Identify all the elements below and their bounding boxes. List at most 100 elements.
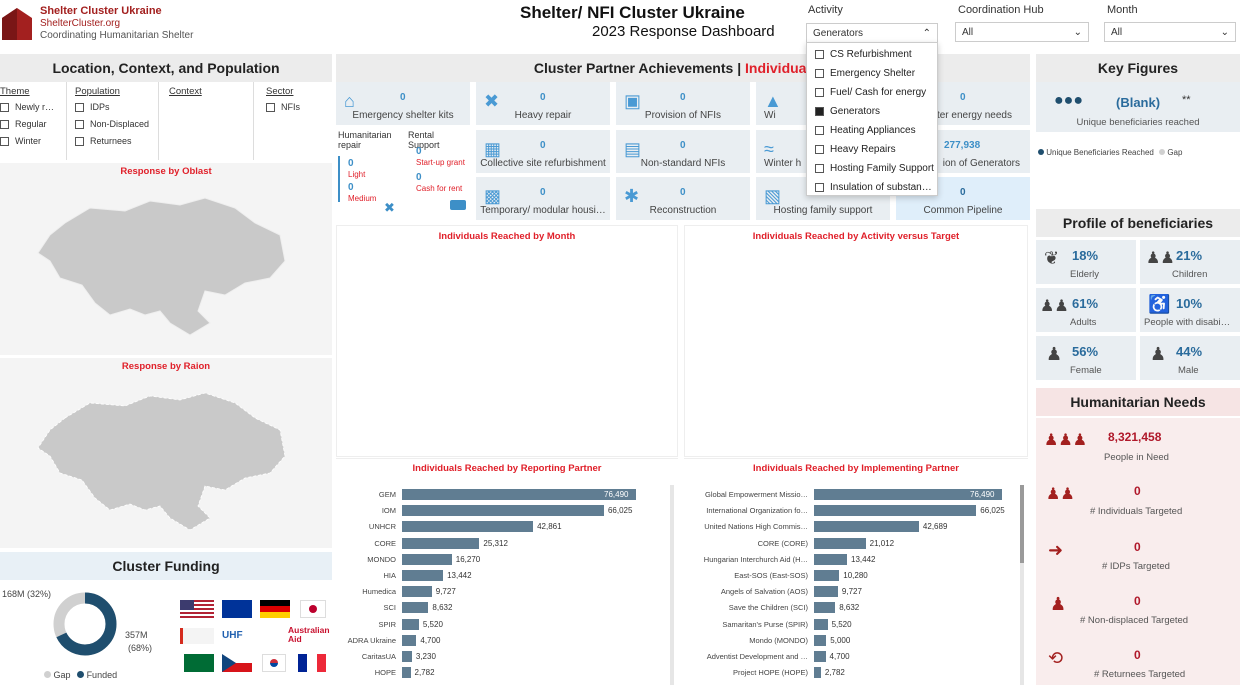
bar[interactable]: [402, 586, 432, 598]
card-temporary-modular-housing[interactable]: ▩ 0 Temporary/ modular housi…: [476, 177, 610, 220]
uhf-logo: UHF: [222, 630, 243, 641]
checkbox[interactable]: [815, 88, 824, 97]
activity-dropdown[interactable]: CS Refurbishment Emergency Shelter Fuel/ C…: [806, 42, 938, 196]
population-option[interactable]: IDPs: [75, 102, 155, 113]
activity-chart-panel[interactable]: Individuals Reached by Activity versus T…: [684, 225, 1028, 457]
medium-value: 0: [348, 182, 354, 193]
activity-option[interactable]: Hosting Family Support: [807, 159, 937, 178]
non-displaced-icon: ♟: [1050, 594, 1067, 614]
funding-donut[interactable]: [52, 591, 118, 657]
bar[interactable]: [402, 667, 411, 679]
population-option[interactable]: Returnees: [75, 136, 155, 147]
building-icon: ▦: [484, 139, 502, 159]
bar[interactable]: [402, 570, 444, 581]
bar-category-label: SCI: [383, 603, 396, 613]
startup-label: Start-up grant: [416, 158, 465, 167]
org-url[interactable]: ShelterCluster.org: [40, 18, 121, 29]
population-option[interactable]: Non-Displaced: [75, 119, 155, 130]
profile-title: Profile of beneficiaries: [1062, 215, 1214, 231]
activity-option[interactable]: CS Refurbishment: [807, 45, 937, 64]
bar-category-label: CaritasUA: [361, 652, 396, 661]
ukraine-raion-map[interactable]: [30, 378, 300, 546]
raion-map-title: Response by Raion: [121, 361, 211, 372]
bar[interactable]: [814, 667, 821, 679]
bar[interactable]: [814, 634, 827, 646]
bar[interactable]: [814, 505, 977, 517]
bar[interactable]: [814, 618, 828, 630]
bar-value-label: 13,442: [447, 571, 472, 580]
activity-slicer-value: Generators: [813, 27, 864, 39]
card-heavy-repair[interactable]: ✖ 0 Heavy repair: [476, 82, 610, 125]
funding-legend: Gap Funded: [44, 670, 117, 680]
bar[interactable]: [814, 651, 826, 662]
checkbox[interactable]: [815, 126, 824, 135]
implementing-partner-chart[interactable]: Individuals Reached by Implementing Part…: [684, 458, 1028, 685]
theme-filter-title: Theme: [0, 86, 30, 97]
card-collective-site-refurbishment[interactable]: ▦ 0 Collective site refurbishment: [476, 130, 610, 173]
shirt-icon: ▲: [764, 91, 782, 111]
bar-value-label: 4,700: [829, 652, 850, 661]
bar-value-label: 76,490: [970, 490, 995, 499]
activity-slicer-label: Activity: [808, 4, 843, 16]
activity-option[interactable]: Heating Appliances: [807, 121, 937, 140]
bar[interactable]: [814, 537, 866, 549]
bar[interactable]: [402, 634, 417, 646]
bar-category-label: East-SOS (East-SOS): [734, 571, 808, 580]
activity-chart-title: Individuals Reached by Activity versus T…: [752, 231, 960, 242]
checkbox[interactable]: [815, 50, 824, 59]
activity-slicer[interactable]: Generators ⌃: [806, 23, 938, 43]
activity-option-label: Fuel/ Cash for energy: [830, 87, 927, 98]
activity-option[interactable]: Fuel/ Cash for energy: [807, 83, 937, 102]
card-reconstruction[interactable]: ✱ 0 Reconstruction: [616, 177, 750, 220]
bar[interactable]: [814, 586, 838, 598]
sector-option[interactable]: NFIs: [266, 102, 300, 113]
bar[interactable]: [814, 521, 919, 533]
month-slicer[interactable]: All ⌄: [1104, 22, 1236, 42]
bar[interactable]: [814, 553, 848, 565]
activity-option[interactable]: Generators: [807, 102, 937, 121]
activity-option-label: Heavy Repairs: [830, 144, 896, 155]
month-chart-panel[interactable]: Individuals Reached by Month: [336, 225, 678, 457]
checkbox[interactable]: [815, 164, 824, 173]
bar-category-label: MONDO: [367, 554, 396, 564]
checkbox[interactable]: [815, 145, 824, 154]
card-non-standard-nfis[interactable]: ▤ 0 Non-standard NFIs: [616, 130, 750, 173]
bar[interactable]: [402, 537, 480, 549]
hub-slicer[interactable]: All ⌄: [955, 22, 1089, 42]
bar-category-label: CORE: [374, 538, 396, 548]
rental-support-panel: Rental Support 0 Start-up grant 0 Cash f…: [406, 128, 470, 218]
saudi-flag: [184, 654, 214, 672]
activity-option[interactable]: Heavy Repairs: [807, 140, 937, 159]
checkbox[interactable]: [815, 69, 824, 78]
bar-value-label: 9,727: [435, 587, 456, 597]
theme-option[interactable]: Newly r…: [0, 102, 64, 113]
checked-checkbox[interactable]: [815, 107, 824, 116]
bar-value-label: 8,632: [432, 603, 453, 613]
bar[interactable]: [814, 570, 840, 581]
scrollbar[interactable]: [670, 485, 674, 685]
ukraine-oblast-map[interactable]: [30, 183, 300, 353]
card-provision-of-nfis[interactable]: ▣ 0 Provision of NFIs: [616, 82, 750, 125]
bar[interactable]: [402, 651, 412, 662]
bar[interactable]: [402, 489, 636, 500]
bar[interactable]: [402, 602, 429, 614]
bar[interactable]: [402, 521, 534, 533]
activity-option-label: Heating Appliances: [830, 125, 916, 136]
scrollbar[interactable]: [1020, 485, 1024, 685]
unique-legend: Unique Beneficiaries Reached Gap: [1038, 148, 1182, 157]
activity-option[interactable]: Insulation of substan…: [807, 178, 937, 197]
reporting-partner-chart[interactable]: Individuals Reached by Reporting Partner…: [336, 458, 678, 685]
bar[interactable]: [402, 618, 419, 630]
bar[interactable]: [402, 553, 452, 565]
checkbox[interactable]: [815, 183, 824, 192]
theme-option[interactable]: Regular: [0, 119, 64, 130]
usa-flag: [180, 600, 214, 618]
bar[interactable]: [814, 489, 1002, 500]
bar-category-label: GEM: [378, 490, 396, 499]
theme-option[interactable]: Winter: [0, 136, 64, 147]
bar[interactable]: [814, 602, 836, 614]
bar[interactable]: [402, 505, 604, 517]
card-emergency-shelter-kits[interactable]: ⌂ 0 Emergency shelter kits: [336, 82, 470, 125]
japan-flag: [300, 600, 326, 618]
activity-option[interactable]: Emergency Shelter: [807, 64, 937, 83]
